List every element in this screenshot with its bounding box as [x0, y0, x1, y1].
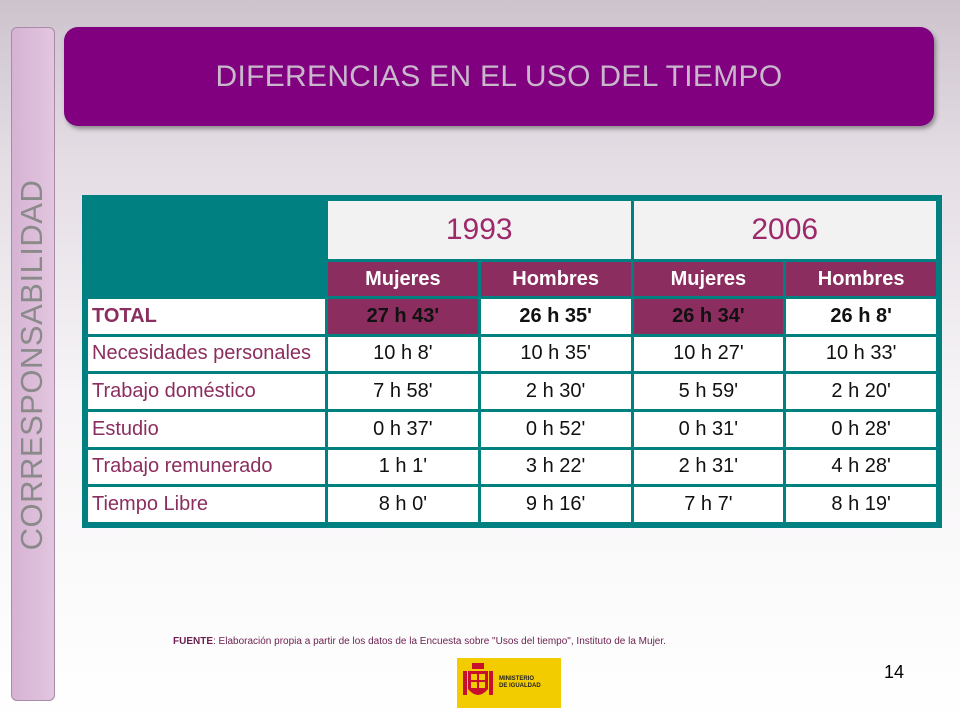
table-row: Trabajo remunerado 1 h 1' 3 h 22' 2 h 31…: [85, 446, 939, 488]
table-cell: 27 h 43': [325, 296, 481, 337]
page-title: DIFERENCIAS EN EL USO DEL TIEMPO: [215, 59, 783, 93]
row-label: Necesidades personales: [85, 333, 328, 375]
table-cell: 7 h 7': [630, 484, 787, 525]
table-cell: 10 h 33': [783, 333, 939, 375]
time-use-table: 1993 2006 Mujeres Hombres Mujeres Hombre…: [82, 195, 942, 528]
column-header: Hombres: [783, 259, 939, 299]
table-cell: 0 h 28': [783, 408, 939, 450]
table-cell: 26 h 34': [630, 296, 787, 337]
column-header: Mujeres: [325, 259, 481, 299]
table-cell: 26 h 35': [477, 296, 634, 337]
year-header-2006: 2006: [630, 198, 939, 262]
table-cell: 5 h 59': [630, 371, 787, 412]
page-number: 14: [884, 662, 905, 682]
row-label: Trabajo remunerado: [85, 446, 328, 488]
table-cell: 0 h 52': [477, 408, 634, 450]
table-cell: 4 h 28': [783, 446, 939, 488]
column-header: Hombres: [477, 259, 634, 299]
table-corner: [85, 198, 328, 299]
table-cell: 10 h 8': [325, 333, 481, 375]
year-header-1993: 1993: [325, 198, 634, 262]
source-label: FUENTE: [173, 636, 213, 647]
table-cell: 10 h 35': [477, 333, 634, 375]
table-cell: 1 h 1': [325, 446, 481, 488]
table-cell: 10 h 27': [630, 333, 787, 375]
table-cell: 7 h 58': [325, 371, 481, 412]
table-cell: 0 h 37': [325, 408, 481, 450]
table-cell: 0 h 31': [630, 408, 787, 450]
sidebar-vertical-label: CORRESPONSABILIDAD: [14, 179, 49, 551]
table-row: Estudio 0 h 37' 0 h 52' 0 h 31' 0 h 28': [85, 408, 939, 450]
row-label: TOTAL: [85, 296, 328, 337]
table-cell: 2 h 31': [630, 446, 787, 488]
coat-of-arms-icon: [463, 663, 493, 695]
source-text: : Elaboración propia a partir de los dat…: [213, 636, 666, 647]
row-label: Tiempo Libre: [85, 484, 328, 525]
table-cell: 8 h 19': [783, 484, 939, 525]
logo-text: MINISTERIO DE IGUALDAD: [499, 676, 541, 689]
ministry-logo: MINISTERIO DE IGUALDAD: [457, 658, 561, 708]
table-row: Necesidades personales 10 h 8' 10 h 35' …: [85, 333, 939, 375]
table-row: Trabajo doméstico 7 h 58' 2 h 30' 5 h 59…: [85, 371, 939, 412]
table-cell: 2 h 30': [477, 371, 634, 412]
sidebar-band: [11, 27, 55, 701]
column-header: Mujeres: [630, 259, 787, 299]
table-cell: 9 h 16': [477, 484, 634, 525]
table-cell: 2 h 20': [783, 371, 939, 412]
table-row: Tiempo Libre 8 h 0' 9 h 16' 7 h 7' 8 h 1…: [85, 484, 939, 525]
source-note: FUENTE: Elaboración propia a partir de l…: [173, 636, 666, 647]
row-label: Estudio: [85, 408, 328, 450]
row-label: Trabajo doméstico: [85, 371, 328, 412]
title-banner: DIFERENCIAS EN EL USO DEL TIEMPO: [64, 27, 934, 126]
table-cell: 3 h 22': [477, 446, 634, 488]
table-cell: 8 h 0': [325, 484, 481, 525]
table-row: TOTAL 27 h 43' 26 h 35' 26 h 34' 26 h 8': [85, 296, 939, 337]
table-cell: 26 h 8': [783, 296, 939, 337]
